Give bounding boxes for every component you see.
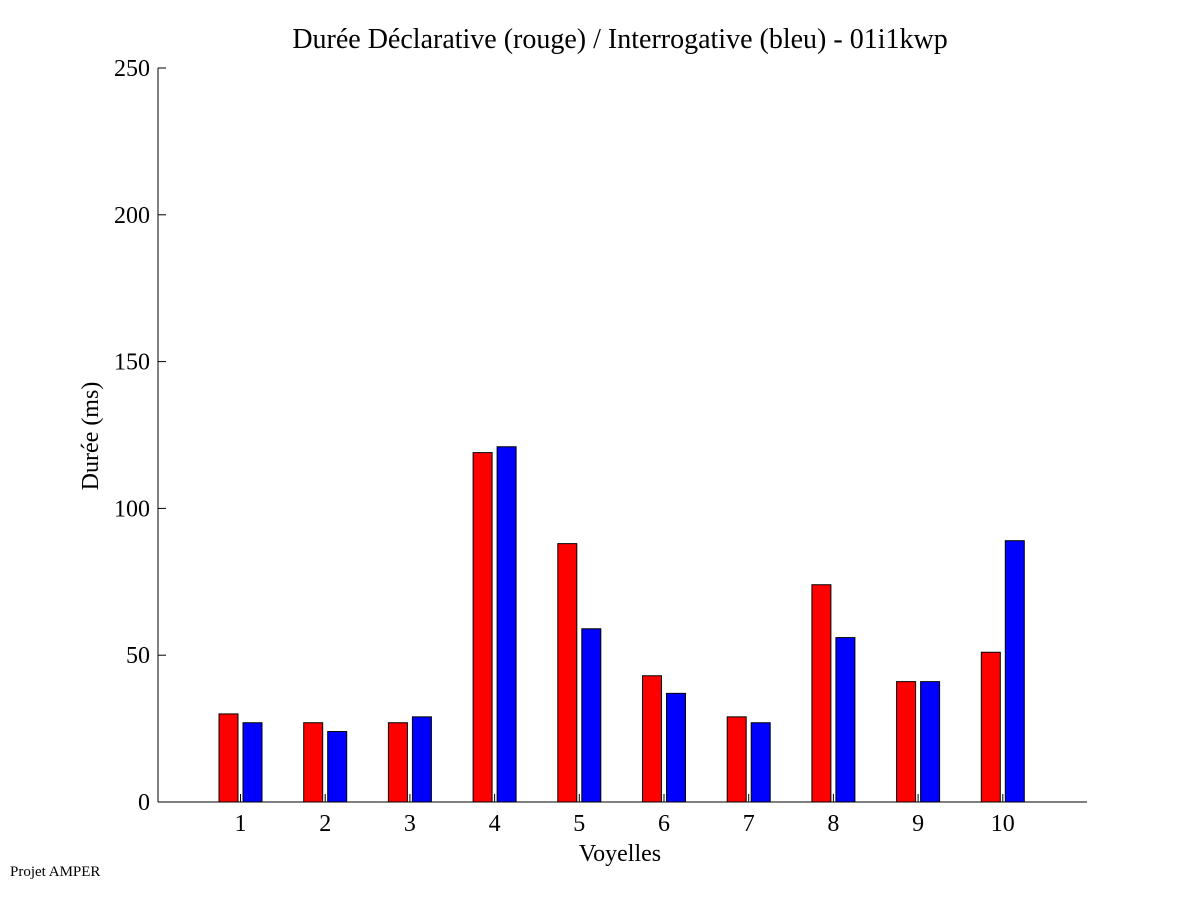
bar-red-6 [642, 675, 662, 803]
bar-blue-10 [1004, 540, 1025, 803]
bar-red-10 [980, 651, 1001, 803]
bar-blue-5 [581, 628, 602, 803]
x-tick-label: 2 [319, 811, 331, 837]
x-ticks-group: 1 2 3 4 5 6 7 8 9 10 [235, 794, 1015, 837]
bar-blue-1 [242, 722, 263, 803]
y-tick-label: 200 [114, 203, 150, 229]
bar-blue-8 [835, 637, 856, 803]
y-tick-label: 150 [114, 350, 150, 376]
bar-blue-2 [327, 731, 348, 803]
x-axis-label: Voyelles [579, 841, 661, 867]
bar-red-1 [218, 713, 239, 803]
y-tick-label: 100 [114, 496, 150, 522]
x-tick-label: 10 [991, 811, 1015, 837]
bars-group [218, 446, 1025, 803]
bar-blue-6 [666, 692, 686, 803]
bar-blue-9 [920, 681, 941, 803]
x-tick-label: 9 [912, 811, 924, 837]
x-tick-label: 5 [573, 811, 585, 837]
y-ticks-group: 0 50 100 150 200 250 [114, 56, 166, 816]
chart-title: Durée Déclarative (rouge) / Interrogativ… [292, 24, 947, 55]
axes-group [157, 68, 1087, 803]
x-tick-label: 1 [235, 811, 247, 837]
y-axis-label: Durée (ms) [78, 382, 104, 491]
x-tick-label: 6 [658, 811, 670, 837]
x-tick-label: 4 [489, 811, 501, 837]
bar-red-4 [472, 452, 493, 803]
x-tick-label: 7 [743, 811, 755, 837]
bar-red-8 [811, 584, 832, 803]
bar-red-2 [303, 722, 324, 803]
y-tick-label: 50 [126, 643, 150, 669]
footer-label: Projet AMPER [10, 864, 101, 880]
bar-blue-7 [750, 722, 771, 803]
bar-red-9 [896, 681, 917, 803]
bar-red-7 [726, 716, 747, 803]
y-tick-label: 0 [138, 790, 150, 816]
bar-red-5 [557, 543, 578, 803]
bar-blue-4 [496, 446, 517, 803]
bar-blue-3 [411, 716, 432, 803]
y-tick-label: 250 [114, 56, 150, 82]
x-tick-label: 3 [404, 811, 416, 837]
bar-red-3 [387, 722, 408, 803]
x-tick-label: 8 [827, 811, 839, 837]
